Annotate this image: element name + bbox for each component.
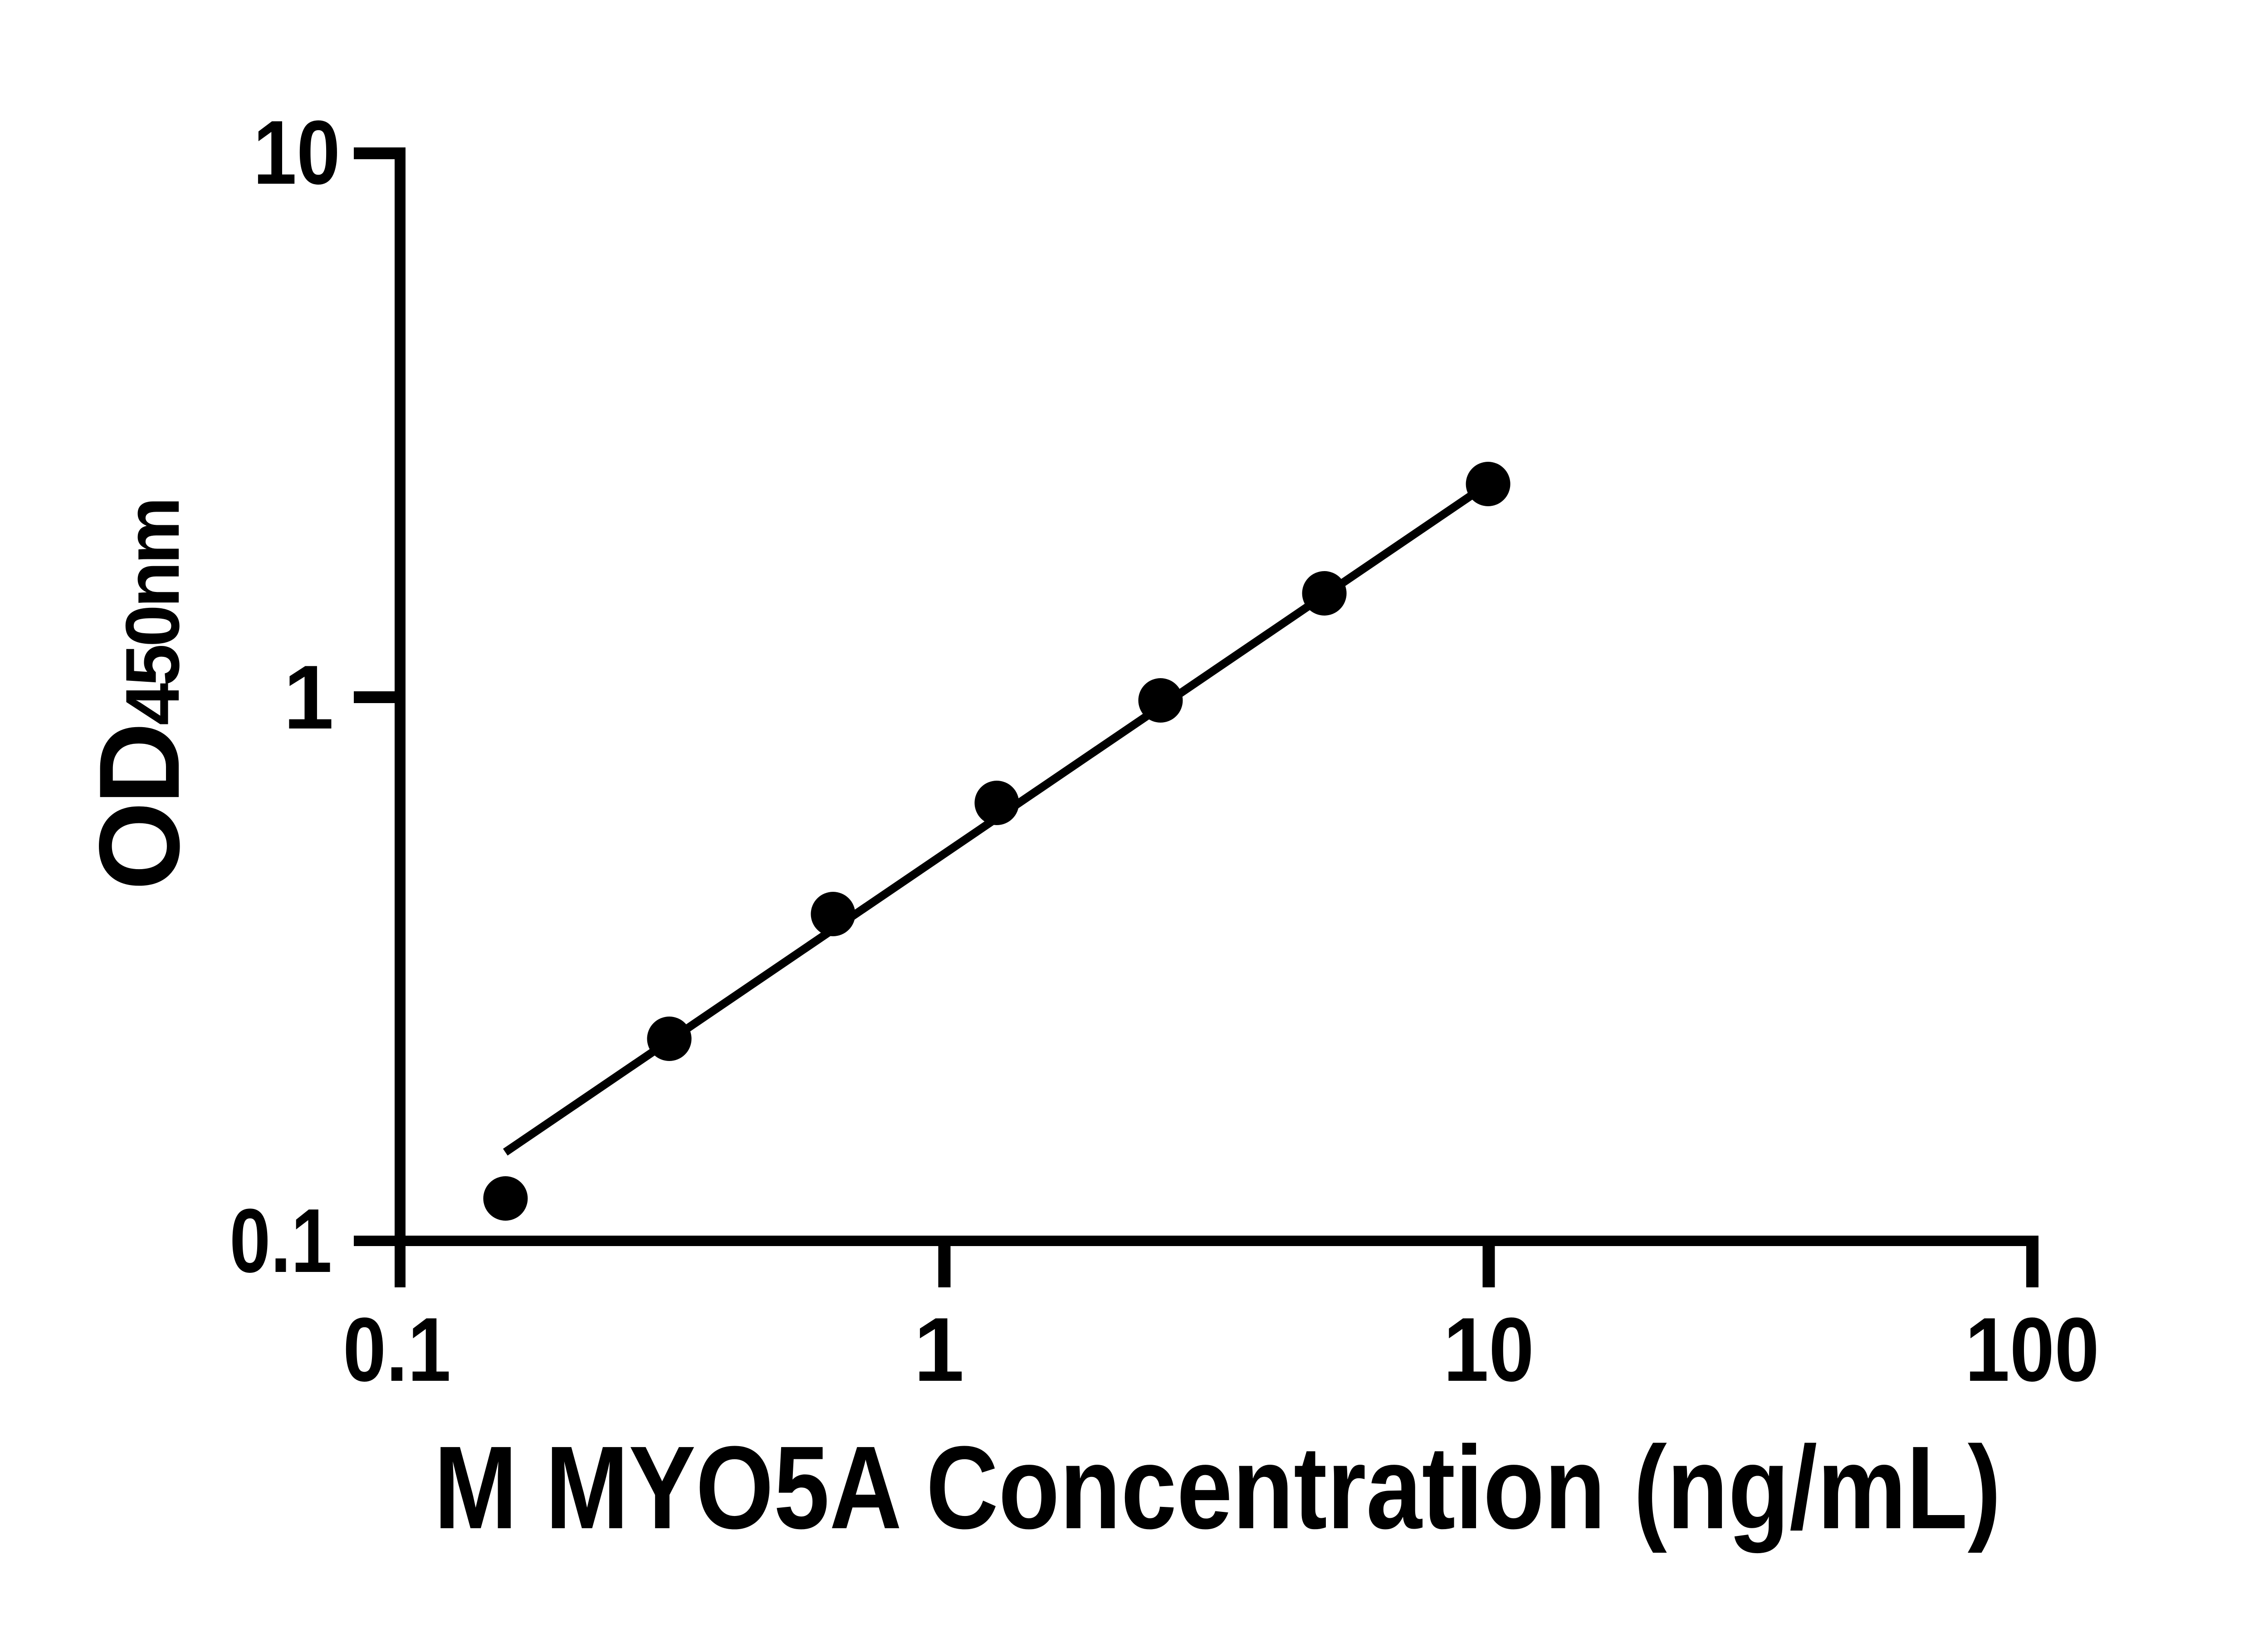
svg-text:10: 10 — [1443, 1299, 1534, 1400]
svg-text:1: 1 — [284, 647, 334, 748]
svg-text:100: 100 — [1965, 1299, 2099, 1400]
svg-text:0.1: 0.1 — [343, 1299, 451, 1400]
svg-text:M MYO5A Concentration (ng/mL): M MYO5A Concentration (ng/mL) — [434, 1422, 2001, 1554]
svg-text:0.1: 0.1 — [230, 1190, 332, 1291]
svg-text:10: 10 — [253, 102, 340, 203]
svg-text:OD450nm: OD450nm — [76, 497, 203, 890]
svg-text:1: 1 — [914, 1299, 964, 1400]
